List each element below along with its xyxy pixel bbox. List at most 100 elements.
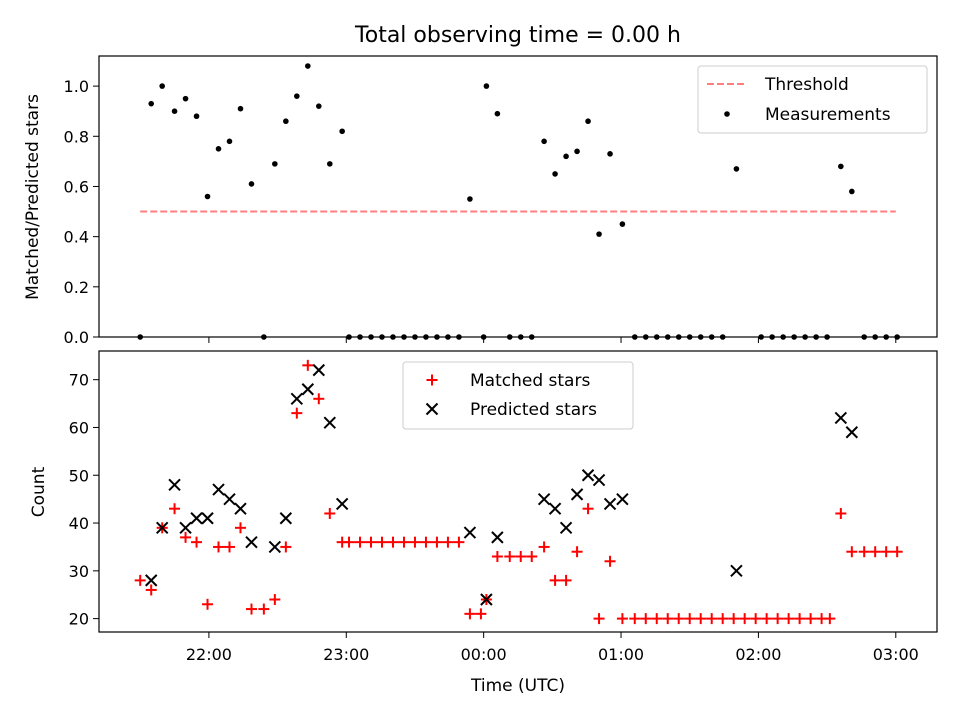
matched-star-point — [387, 536, 399, 548]
predicted-star-point — [548, 502, 562, 515]
y-tick-label: 0.0 — [64, 328, 89, 347]
measurement-point — [283, 118, 289, 125]
bottom-x-axis-label: Time (UTC) — [470, 676, 565, 696]
predicted-star-point-b — [581, 469, 595, 482]
matched-star-point — [313, 393, 325, 405]
measurement-point — [379, 334, 385, 340]
predicted-star-point-b — [301, 383, 315, 396]
measurement-point — [619, 221, 626, 227]
measurement-point — [193, 113, 200, 120]
predicted-star-point-b — [234, 502, 247, 515]
matched-star-point — [145, 584, 157, 596]
x-tick-label: 01:00 — [598, 645, 644, 664]
predicted-star-point-b — [616, 492, 629, 506]
measurement-point — [248, 181, 255, 187]
top-marks — [137, 63, 900, 340]
measurements-legend-label: Measurements — [765, 105, 891, 125]
predicted-star-point — [245, 535, 258, 549]
predicted-star-point-b — [168, 478, 181, 492]
matched-star-point — [191, 536, 203, 548]
predicted-star-point — [301, 383, 315, 396]
matched-star-point — [858, 546, 870, 558]
matched-star-point — [695, 613, 707, 625]
measurement-point — [838, 163, 844, 170]
matched-star-point — [213, 541, 225, 553]
predicted-star-point-b — [559, 521, 573, 535]
predicted-star-point — [603, 497, 617, 511]
top-legend: Threshold Measurements — [697, 65, 928, 134]
bottom-legend-box — [402, 361, 634, 430]
x-tick-label: 02:00 — [735, 645, 781, 664]
matched-star-point — [245, 603, 257, 615]
measurement-point — [802, 334, 808, 340]
matched-star-point — [673, 613, 685, 625]
matched-star-point — [398, 536, 410, 548]
measurement-point — [596, 231, 602, 237]
measurement-point — [607, 151, 613, 157]
predicted-star-point-b — [845, 426, 859, 439]
measurement-point — [316, 103, 322, 109]
measurement-point — [401, 334, 407, 340]
y-tick-label: 0.4 — [64, 228, 89, 247]
predicted-star-point-b — [312, 363, 326, 377]
matched-star-point — [846, 546, 858, 558]
predicted-legend-marker — [425, 402, 439, 416]
y-tick-label: 30 — [69, 562, 89, 581]
matched-star-point — [880, 546, 892, 558]
measurement-point — [552, 171, 558, 177]
predicted-star-point — [559, 521, 573, 535]
measurement-point — [675, 334, 682, 340]
measurement-point — [182, 95, 189, 102]
matched-star-point — [258, 603, 270, 615]
top-y-axis-label: Matched/Predicted stars — [23, 94, 43, 300]
matched-star-point — [629, 613, 641, 625]
predicted-star-point-b — [480, 593, 493, 606]
predicted-star-point-b — [245, 535, 258, 549]
predicted-star-point — [268, 540, 282, 554]
matched-star-point — [269, 594, 281, 606]
predicted-star-point-b — [268, 540, 282, 554]
x-tick-label: 03:00 — [873, 645, 919, 664]
matched-star-point — [504, 550, 516, 562]
measurement-point — [357, 334, 363, 340]
matched-star-point — [593, 613, 605, 625]
matched-star-point — [604, 555, 616, 567]
matched-legend-swatch — [426, 374, 438, 386]
matched-star-point — [343, 536, 355, 548]
matched-star-point — [794, 613, 806, 625]
matched-star-point — [180, 531, 192, 543]
measurement-point — [305, 63, 311, 69]
matched-star-point — [526, 550, 538, 562]
predicted-star-point-b — [279, 512, 293, 525]
measurement-point — [585, 118, 591, 125]
predicted-star-point — [592, 473, 606, 487]
matched-star-point — [571, 546, 583, 558]
measurement-point — [528, 334, 535, 340]
predicted-star-point — [570, 488, 584, 501]
measurement-point — [237, 105, 244, 112]
measurement-point — [204, 193, 211, 200]
predicted-legend-swatch — [425, 402, 439, 416]
matched-star-point — [442, 536, 454, 548]
matched-star-point — [869, 546, 881, 558]
measurement-point — [541, 138, 547, 145]
measurement-point — [708, 334, 715, 340]
matched-star-point — [651, 613, 663, 625]
bottom-y-ticks: 20 30 40 50 60 70 — [69, 371, 99, 629]
predicted-star-point-b — [201, 512, 214, 525]
matched-star-point — [280, 541, 292, 553]
measurement-point — [506, 334, 513, 340]
predicted-star-point-b — [537, 492, 551, 506]
bottom-axes-frame — [98, 350, 938, 633]
matched-star-point — [728, 613, 740, 625]
matched-star-point — [783, 613, 795, 625]
measurement-point — [339, 128, 345, 135]
top-legend-box — [697, 65, 928, 134]
predicted-star-point-b — [603, 497, 617, 511]
measurement-point — [137, 334, 144, 340]
x-tick-label: 22:00 — [186, 645, 232, 664]
matched-star-point — [464, 608, 476, 620]
predicted-star-point-b — [144, 574, 158, 587]
measurement-point — [642, 334, 649, 340]
measurement-point — [368, 334, 374, 340]
